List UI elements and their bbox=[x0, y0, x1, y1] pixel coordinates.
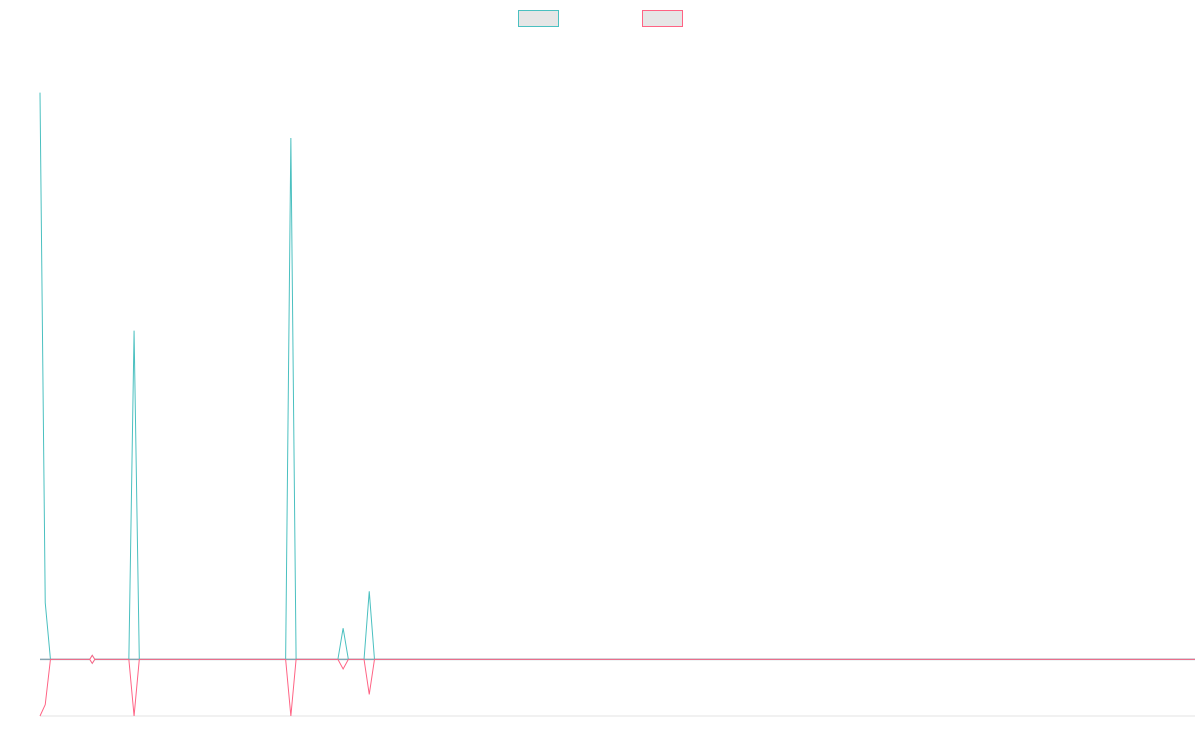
plot-area bbox=[39, 92, 1195, 717]
legend-swatch-1 bbox=[642, 10, 683, 27]
series-line-0 bbox=[39, 92, 1195, 660]
legend-swatch-0 bbox=[518, 10, 559, 27]
series-line-1 bbox=[39, 658, 1195, 717]
point-marker-1-0 bbox=[89, 654, 96, 665]
legend bbox=[518, 10, 683, 27]
